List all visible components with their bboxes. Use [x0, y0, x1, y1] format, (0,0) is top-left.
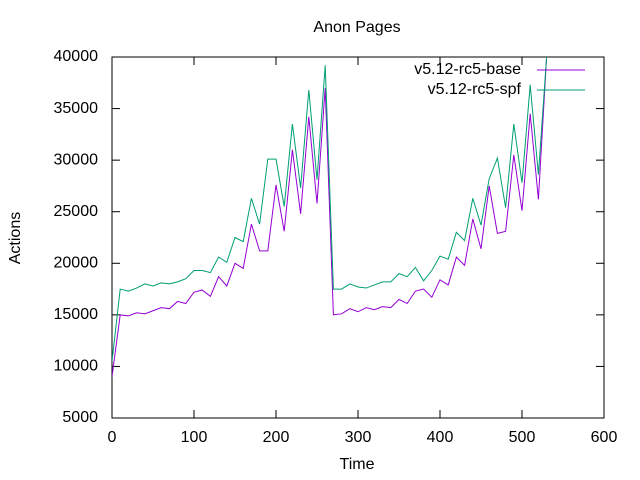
- y-tick-label: 30000: [54, 151, 99, 168]
- x-tick-label: 400: [427, 429, 454, 446]
- y-tick-label: 10000: [54, 358, 99, 375]
- y-tick-label: 20000: [54, 255, 99, 272]
- x-tick-label: 200: [263, 429, 290, 446]
- x-axis-label: Time: [340, 456, 375, 473]
- y-tick-label: 40000: [54, 48, 99, 65]
- y-tick-label: 25000: [54, 203, 99, 220]
- x-tick-label: 100: [181, 429, 208, 446]
- chart-title: Anon Pages: [313, 19, 400, 36]
- y-axis-label: Actions: [7, 212, 24, 264]
- legend-label: v5.12-rc5-spf: [428, 81, 522, 98]
- line-series: [112, 57, 548, 362]
- x-tick-label: 300: [345, 429, 372, 446]
- x-tick-label: 0: [108, 429, 117, 446]
- y-tick-label: 15000: [54, 306, 99, 323]
- legend-label: v5.12-rc5-base: [414, 61, 521, 78]
- y-tick-label: 5000: [62, 409, 98, 426]
- x-tick-label: 600: [591, 429, 618, 446]
- line-series: [112, 57, 548, 377]
- y-tick-label: 35000: [54, 100, 99, 117]
- x-tick-label: 500: [509, 429, 536, 446]
